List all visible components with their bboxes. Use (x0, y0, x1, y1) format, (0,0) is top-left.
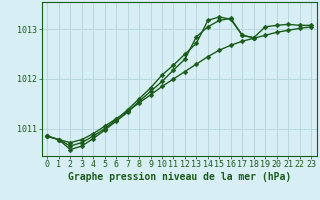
X-axis label: Graphe pression niveau de la mer (hPa): Graphe pression niveau de la mer (hPa) (68, 172, 291, 182)
